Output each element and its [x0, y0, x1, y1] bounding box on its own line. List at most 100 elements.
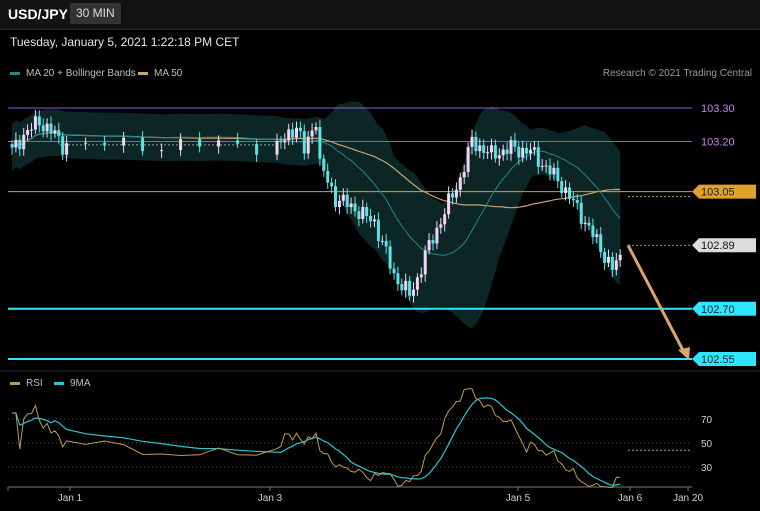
- candle-body: [454, 189, 458, 198]
- candle-body: [33, 116, 37, 130]
- candle-body: [474, 136, 478, 152]
- candle-body: [490, 145, 493, 153]
- candle-body: [575, 200, 579, 203]
- candle-body: [345, 194, 349, 208]
- price-tag-label-103.05: 103.05: [701, 187, 735, 199]
- rsi-ma-swatch-icon: [54, 382, 64, 385]
- candle-body: [521, 147, 525, 158]
- candle-body: [610, 256, 614, 270]
- price-tag-102.89: [692, 238, 756, 253]
- x-tick-label: Jan 6: [618, 493, 643, 504]
- candle-body: [122, 137, 126, 146]
- candle-body: [412, 289, 415, 296]
- forecast-arrow-line: [626, 244, 688, 357]
- candle-body: [57, 130, 61, 137]
- candle-body: [376, 219, 380, 241]
- candle-body: [306, 136, 310, 154]
- candle-body: [587, 222, 591, 226]
- bollinger-band-area: [12, 101, 621, 329]
- candle-body: [357, 211, 361, 219]
- candle-body: [408, 280, 412, 296]
- candle-body: [361, 206, 365, 219]
- candle-body: [536, 147, 540, 167]
- candle-body: [334, 186, 337, 207]
- price-tag-label-103.30: 103.30: [701, 103, 735, 115]
- candle-body: [486, 152, 490, 154]
- candle-body: [493, 145, 497, 159]
- candle-body: [302, 131, 306, 154]
- candle-body: [435, 227, 439, 244]
- candle-body: [53, 130, 57, 134]
- candle-body: [326, 170, 330, 183]
- candle-body: [400, 284, 404, 291]
- candle-body: [404, 280, 408, 291]
- candle-body: [49, 123, 53, 134]
- legend-rsi-label: RSI: [26, 378, 43, 389]
- legend-ma20-bb: MA 20 + Bollinger Bands: [10, 68, 136, 79]
- candle-body: [65, 143, 69, 155]
- candle-body: [603, 251, 607, 263]
- candle-body: [103, 142, 107, 146]
- candle-body: [583, 222, 587, 225]
- candle-body: [380, 240, 384, 242]
- price-tag-label-102.89: 102.89: [701, 240, 735, 252]
- rsi-swatch-icon: [10, 382, 20, 385]
- candle-body: [255, 143, 259, 155]
- candle-body: [591, 225, 595, 237]
- x-tick-label: Jan 5: [506, 493, 531, 504]
- candle-body: [287, 129, 291, 141]
- legend-ma20-label: MA 20 + Bollinger Bands: [26, 68, 136, 79]
- chart-datetime: Tuesday, January 5, 2021 1:22:18 PM CET: [10, 35, 240, 49]
- candle-body: [599, 234, 603, 252]
- candle-body: [37, 116, 41, 126]
- candle-body: [478, 145, 482, 152]
- timeframe-button[interactable]: 30 MIN: [70, 3, 121, 24]
- candle-body: [560, 181, 564, 194]
- candle-body: [330, 182, 334, 187]
- candle-body: [501, 149, 505, 156]
- candle-body: [279, 140, 283, 143]
- candle-body: [10, 144, 14, 148]
- candle-body: [517, 146, 521, 158]
- candle-body: [482, 145, 486, 153]
- candle-body: [548, 165, 552, 175]
- rsi-tick-label-70: 70: [701, 415, 713, 426]
- symbol-label: USD/JPY: [8, 6, 68, 22]
- candle-body: [373, 219, 376, 222]
- candle-body: [540, 165, 544, 167]
- candle-body: [291, 129, 295, 138]
- legend-9ma-label: 9MA: [70, 378, 91, 389]
- candle-body: [529, 149, 532, 154]
- candle-body: [310, 130, 314, 137]
- candle-body: [513, 140, 517, 147]
- candle-body: [618, 254, 622, 261]
- candle-body: [614, 260, 618, 270]
- candle-body: [388, 246, 392, 269]
- candle-body: [439, 224, 443, 228]
- candle-body: [14, 139, 18, 148]
- candle-body: [579, 202, 583, 225]
- candle-body: [84, 142, 88, 144]
- x-tick-label: Jan 20: [673, 493, 703, 504]
- candle-body: [322, 158, 326, 171]
- legend-9ma: 9MA: [54, 378, 91, 389]
- candle-body: [61, 136, 65, 155]
- candle-body: [384, 240, 388, 247]
- candle-body: [198, 138, 202, 147]
- x-tick-label: Jan 3: [258, 493, 283, 504]
- candle-body: [423, 250, 427, 275]
- candle-body: [544, 165, 548, 167]
- candle-body: [419, 274, 423, 278]
- candle-body: [509, 140, 513, 154]
- candle-body: [595, 234, 599, 237]
- ma50-swatch-icon: [138, 72, 148, 75]
- candle-body: [431, 240, 435, 244]
- candle-body: [18, 139, 22, 150]
- candle-body: [396, 273, 400, 285]
- candle-body: [466, 146, 470, 173]
- candle-body: [30, 129, 33, 131]
- candle-body: [160, 150, 164, 152]
- candle-body: [275, 140, 279, 155]
- forecast-arrow-head-icon: [678, 347, 690, 360]
